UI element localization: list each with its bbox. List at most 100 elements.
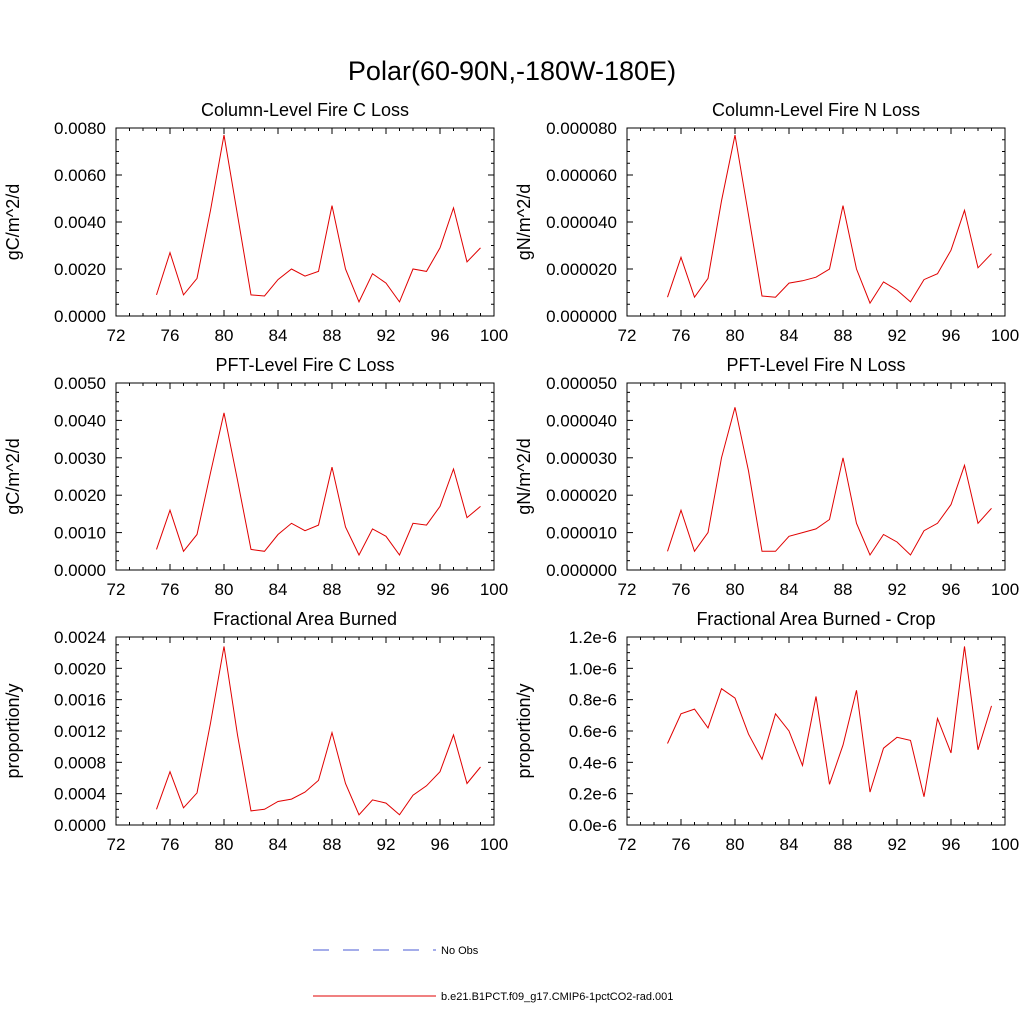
panel-6: 72 76 80 84 88 92 96 100 0.0e-6 0.2e-6 0.4e-6 0.6e-… xyxy=(514,609,1019,854)
y-tick-label: 1.2e-6 xyxy=(569,628,617,647)
x-tick-label: 96 xyxy=(942,326,961,345)
series-line xyxy=(156,646,481,816)
x-tick-label: 84 xyxy=(269,326,288,345)
series-line xyxy=(667,134,992,305)
y-tick-label: 0.000040 xyxy=(546,213,617,232)
y-tick-label: 0.0040 xyxy=(54,411,106,430)
y-axis-label: gC/m^2/d xyxy=(3,438,23,514)
y-tick-label: 0.000080 xyxy=(546,119,617,138)
x-tick-label: 88 xyxy=(834,326,853,345)
y-tick-label: 0.4e-6 xyxy=(569,753,617,772)
y-tick-label: 0.0e-6 xyxy=(569,816,617,835)
panel-title: Fractional Area Burned xyxy=(213,609,397,629)
x-tick-label: 76 xyxy=(161,835,180,854)
figure-title: Polar(60-90N,-180W-180E) xyxy=(348,56,676,86)
plot-frame xyxy=(626,636,1006,826)
x-tick-label: 88 xyxy=(323,835,342,854)
panel-1: 72 76 80 84 88 92 96 100 0.0000 0.0020 0.0040 0.006… xyxy=(3,100,508,345)
y-tick-label: 0.6e-6 xyxy=(569,722,617,741)
y-tick-label: 0.0000 xyxy=(54,816,106,835)
x-tick-label: 76 xyxy=(161,326,180,345)
x-tick-label: 84 xyxy=(780,835,799,854)
legend-label-no-obs: No Obs xyxy=(441,945,479,957)
panel-3: 72 76 80 84 88 92 96 100 0.0000 0.0010 0.0020 0.003… xyxy=(3,355,508,599)
x-tick-label: 100 xyxy=(991,580,1019,599)
y-tick-label: 0.0060 xyxy=(54,166,106,185)
legend: No Obs b.e21.B1PCT.f09_g17.CMIP6-1pctCO2… xyxy=(313,945,673,1003)
x-tick-label: 76 xyxy=(672,580,691,599)
panel-title: PFT-Level Fire N Loss xyxy=(726,355,905,375)
plot-frame xyxy=(115,636,495,826)
y-tick-label: 0.000020 xyxy=(546,260,617,279)
y-tick-label: 0.2e-6 xyxy=(569,785,617,804)
y-tick-label: 0.0010 xyxy=(54,524,106,543)
x-tick-label: 76 xyxy=(672,326,691,345)
y-tick-label: 0.0008 xyxy=(54,753,106,772)
series-line xyxy=(156,134,481,304)
y-axis-label: gN/m^2/d xyxy=(514,184,534,260)
y-tick-label: 0.000000 xyxy=(546,307,617,326)
panel-5: 72 76 80 84 88 92 96 100 0.0000 0.0004 0.0008 0.001… xyxy=(3,609,508,854)
x-tick-label: 96 xyxy=(942,835,961,854)
x-tick-label: 100 xyxy=(480,326,508,345)
y-tick-label: 0.0000 xyxy=(54,307,106,326)
x-tick-label: 88 xyxy=(323,326,342,345)
x-tick-label: 72 xyxy=(107,580,126,599)
y-tick-label: 0.000040 xyxy=(546,411,617,430)
y-tick-label: 0.000000 xyxy=(546,561,617,580)
y-tick-label: 1.0e-6 xyxy=(569,659,617,678)
x-tick-label: 84 xyxy=(269,580,288,599)
x-tick-label: 80 xyxy=(215,580,234,599)
x-tick-label: 84 xyxy=(780,580,799,599)
panel-title: PFT-Level Fire C Loss xyxy=(215,355,394,375)
y-tick-label: 0.0020 xyxy=(54,486,106,505)
x-tick-label: 84 xyxy=(780,326,799,345)
y-tick-label: 0.000060 xyxy=(546,166,617,185)
plot-frame xyxy=(115,382,495,571)
x-tick-label: 76 xyxy=(672,835,691,854)
x-tick-label: 100 xyxy=(991,326,1019,345)
x-tick-label: 88 xyxy=(834,835,853,854)
y-tick-label: 0.0030 xyxy=(54,449,106,468)
y-tick-label: 0.0012 xyxy=(54,722,106,741)
x-tick-label: 72 xyxy=(107,835,126,854)
series-line xyxy=(156,412,481,557)
x-tick-label: 72 xyxy=(618,835,637,854)
y-axis-label: gN/m^2/d xyxy=(514,438,534,514)
y-tick-label: 0.8e-6 xyxy=(569,691,617,710)
x-tick-label: 88 xyxy=(834,580,853,599)
y-tick-label: 0.0004 xyxy=(54,785,106,804)
panel-title: Fractional Area Burned - Crop xyxy=(696,609,935,629)
y-tick-label: 0.0000 xyxy=(54,561,106,580)
x-tick-label: 92 xyxy=(888,580,907,599)
panels: 72 76 80 84 88 92 96 100 0.0000 0.0020 0.0040 0.006… xyxy=(3,100,1019,854)
panel-2: 72 76 80 84 88 92 96 100 0.000000 0.000020 0.00004… xyxy=(514,100,1019,345)
x-tick-label: 100 xyxy=(480,835,508,854)
y-axis-label: gC/m^2/d xyxy=(3,184,23,260)
x-tick-label: 96 xyxy=(431,326,450,345)
y-tick-label: 0.0024 xyxy=(54,628,106,647)
x-tick-label: 72 xyxy=(618,326,637,345)
x-tick-label: 80 xyxy=(215,835,234,854)
y-tick-label: 0.000010 xyxy=(546,524,617,543)
y-tick-label: 0.000030 xyxy=(546,449,617,468)
x-tick-label: 100 xyxy=(991,835,1019,854)
x-tick-label: 92 xyxy=(377,835,396,854)
x-tick-label: 72 xyxy=(618,580,637,599)
x-tick-label: 92 xyxy=(888,835,907,854)
panel-4: 72 76 80 84 88 92 96 100 0.000000 0.000010 0.00002… xyxy=(514,355,1019,599)
x-tick-label: 96 xyxy=(431,835,450,854)
legend-label-model: b.e21.B1PCT.f09_g17.CMIP6-1pctCO2-rad.00… xyxy=(441,991,673,1003)
y-tick-label: 0.0080 xyxy=(54,119,106,138)
plot-frame xyxy=(626,127,1006,317)
series-line xyxy=(667,646,992,797)
x-tick-label: 88 xyxy=(323,580,342,599)
x-tick-label: 80 xyxy=(726,835,745,854)
x-tick-label: 80 xyxy=(726,326,745,345)
x-tick-label: 100 xyxy=(480,580,508,599)
panel-title: Column-Level Fire N Loss xyxy=(712,100,920,120)
x-tick-label: 92 xyxy=(377,326,396,345)
series-line xyxy=(667,407,992,557)
x-tick-label: 80 xyxy=(215,326,234,345)
